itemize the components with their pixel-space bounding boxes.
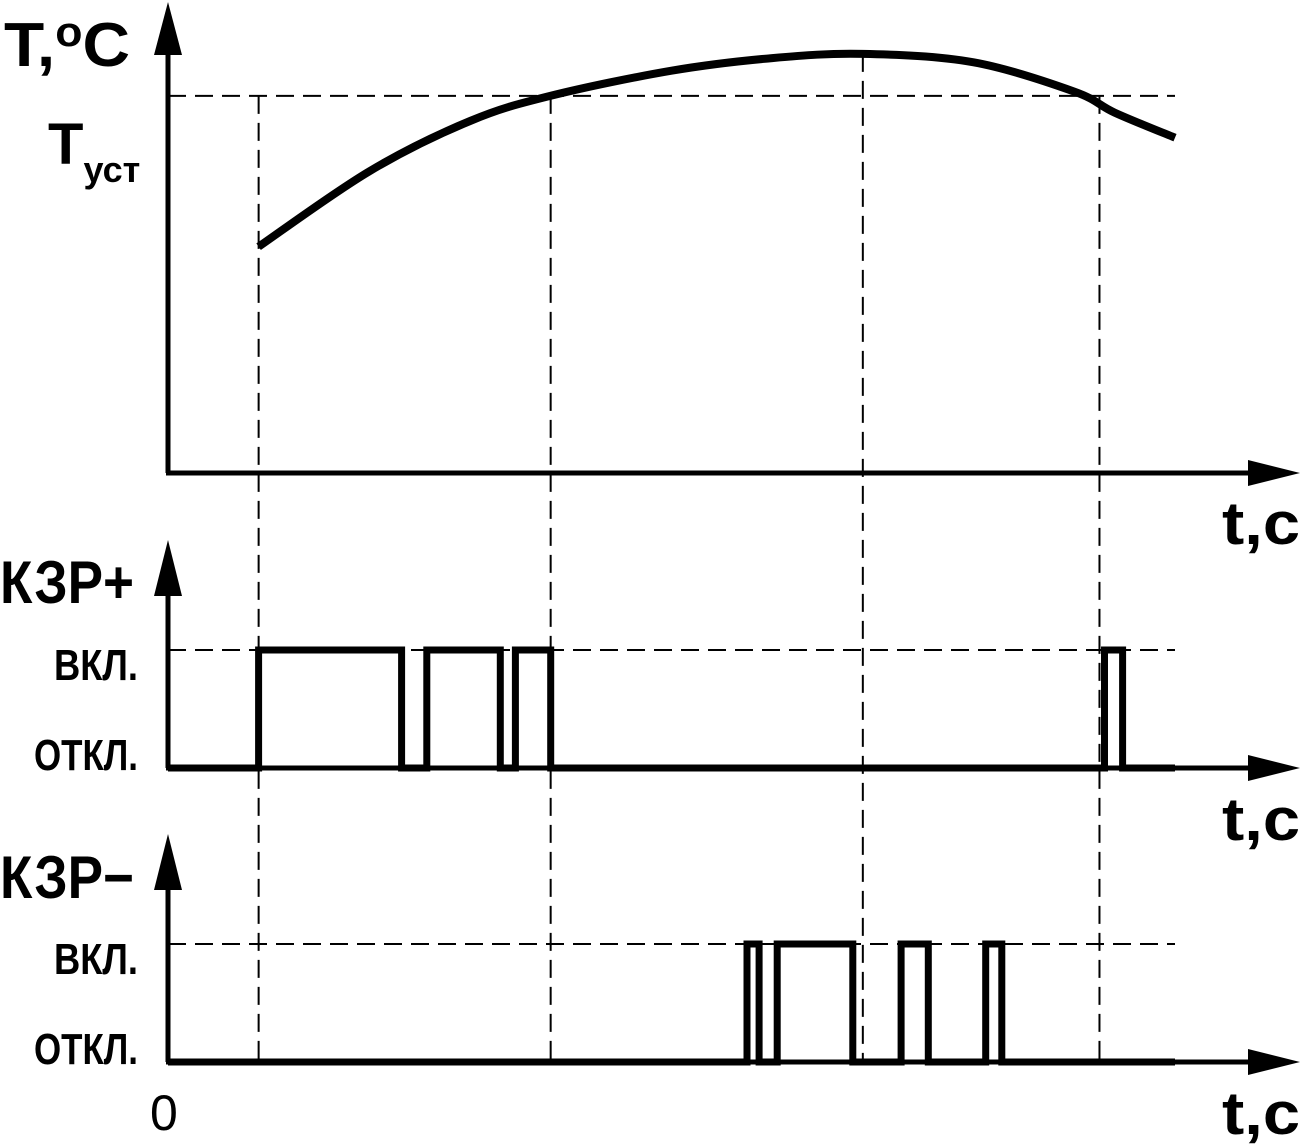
origin-label: 0	[150, 1085, 178, 1141]
kzr-plus-y-axis-arrow	[154, 540, 182, 596]
kzr-plus-x-axis-label: t,c	[1222, 786, 1300, 853]
setpoint-label: Tуст	[48, 112, 140, 190]
temperature-y-axis-label: T,oC	[4, 8, 130, 80]
kzr-minus-label: КЗР−	[0, 844, 134, 911]
kzr-minus-x-axis-label: t,c	[1222, 1080, 1300, 1147]
temperature-curve	[256, 49, 1177, 251]
kzr-plus-panel: КЗР+ ВКЛ. ОТКЛ. t,c	[0, 540, 1300, 853]
temperature-panel: T,oC Tуст t,c	[4, 2, 1300, 1062]
temperature-y-axis-arrow	[154, 2, 182, 55]
kzr-minus-off-label: ОТКЛ.	[34, 1025, 138, 1074]
kzr-plus-off-label: ОТКЛ.	[34, 731, 138, 780]
reference-lines	[168, 53, 1175, 1062]
kzr-plus-on-label: ВКЛ.	[54, 641, 138, 690]
kzr-plus-signal	[168, 646, 1175, 772]
kzr-minus-signal	[168, 940, 1175, 1066]
kzr-minus-on-label: ВКЛ.	[54, 935, 138, 984]
kzr-minus-x-axis-arrow	[1248, 1049, 1300, 1075]
temperature-x-axis-arrow	[1248, 460, 1300, 486]
temperature-x-axis-label: t,c	[1222, 490, 1300, 557]
kzr-minus-y-axis-arrow	[154, 834, 182, 890]
kzr-minus-panel: КЗР− ВКЛ. ОТКЛ. t,c 0	[0, 834, 1300, 1147]
kzr-plus-x-axis-arrow	[1248, 755, 1300, 781]
kzr-plus-label: КЗР+	[0, 549, 134, 616]
